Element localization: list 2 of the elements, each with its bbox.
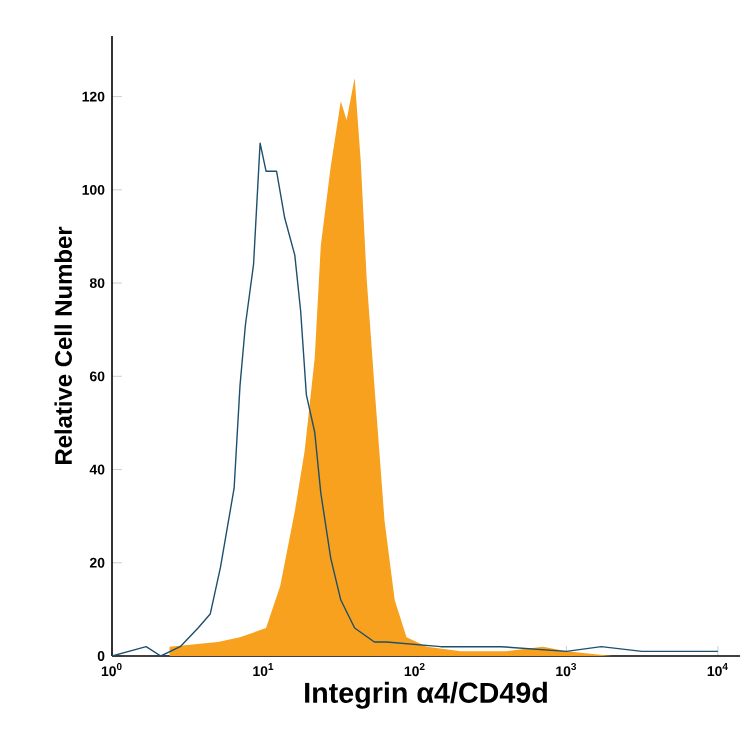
y-axis-title: Relative Cell Number bbox=[54, 226, 72, 464]
x-axis-title: Integrin α4/CD49d bbox=[305, 681, 547, 709]
